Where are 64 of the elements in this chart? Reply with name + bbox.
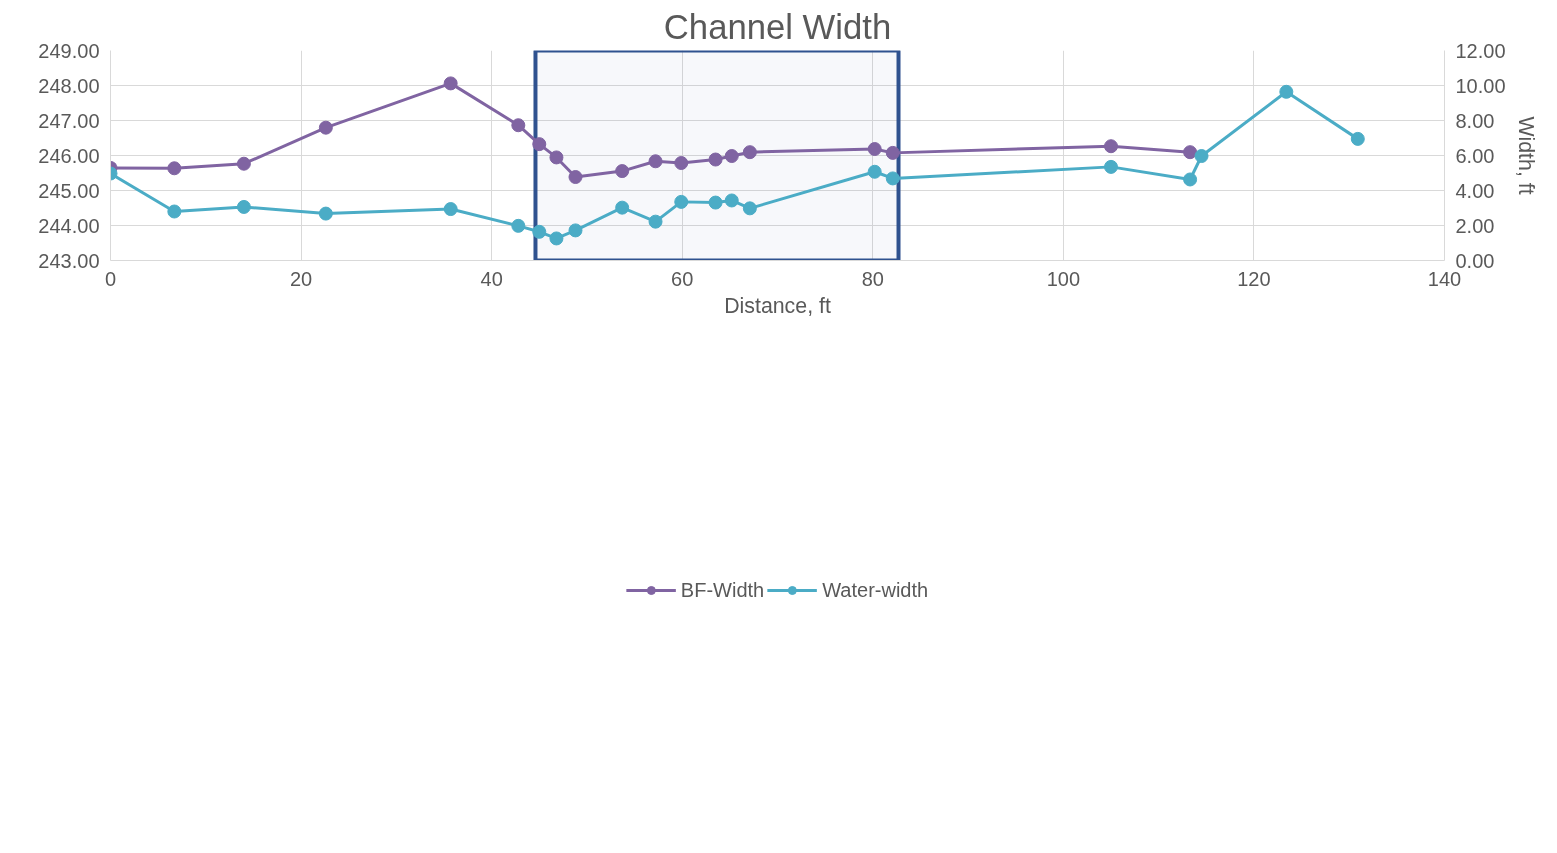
point [615,200,630,215]
point [885,145,900,160]
legend-label: Water-width [822,578,929,602]
point [443,202,458,217]
point [708,152,723,167]
point [724,193,739,208]
point [511,118,526,133]
y2-tick-label: 2.00 [1455,214,1495,237]
legend-label: BF-Width [680,578,765,602]
point [167,161,182,176]
point [1104,159,1118,174]
y-tick-label: 244.00 [38,214,100,237]
x-axis-title: Distance, ft [724,293,831,318]
point [1350,131,1365,146]
point [318,206,333,221]
point [1194,149,1209,164]
y-tick-label: 248.00 [38,74,100,97]
point [1104,139,1118,154]
point [549,231,564,246]
y-tick-label: 245.00 [38,179,100,202]
point [532,137,547,152]
point [236,156,251,171]
x-tick-label: 120 [1237,267,1271,290]
x-tick-label: 80 [861,267,884,290]
y2-tick-label: 6.00 [1455,144,1495,167]
chart-title: Channel Width [663,7,892,46]
y2-tick-label: 12.00 [1455,39,1506,62]
point [443,76,458,91]
point [708,195,723,210]
point [1183,145,1198,160]
point [511,218,526,233]
x-tick-label: 20 [289,267,313,290]
x-tick-label: 100 [1046,267,1081,290]
point [648,154,663,169]
y-tick-label: 243.00 [38,249,100,272]
x-tick-label: 40 [480,267,503,290]
point [648,214,663,229]
point [724,149,739,164]
y2-axis-title: Width, ft [1513,116,1538,195]
y-tick-label: 246.00 [38,144,100,167]
point [236,199,251,214]
point [674,194,689,209]
point [674,156,689,171]
point [615,164,630,179]
y-tick-label: 249.00 [38,39,100,62]
point [318,120,333,135]
y2-tick-label: 4.00 [1455,179,1495,202]
point [568,170,583,185]
x-tick-label: 0 [104,267,117,290]
point [532,224,547,239]
point [867,142,882,157]
y-tick-label: 247.00 [38,109,100,132]
point [568,223,583,238]
point [742,145,757,160]
point [1279,84,1294,99]
point [885,171,900,186]
y2-tick-label: 10.00 [1455,74,1506,97]
point [1183,172,1198,187]
point [867,164,882,179]
point [742,201,757,216]
point [549,150,564,165]
point [167,204,182,219]
y2-tick-label: 8.00 [1455,109,1495,132]
x-tick-label: 60 [671,267,694,290]
